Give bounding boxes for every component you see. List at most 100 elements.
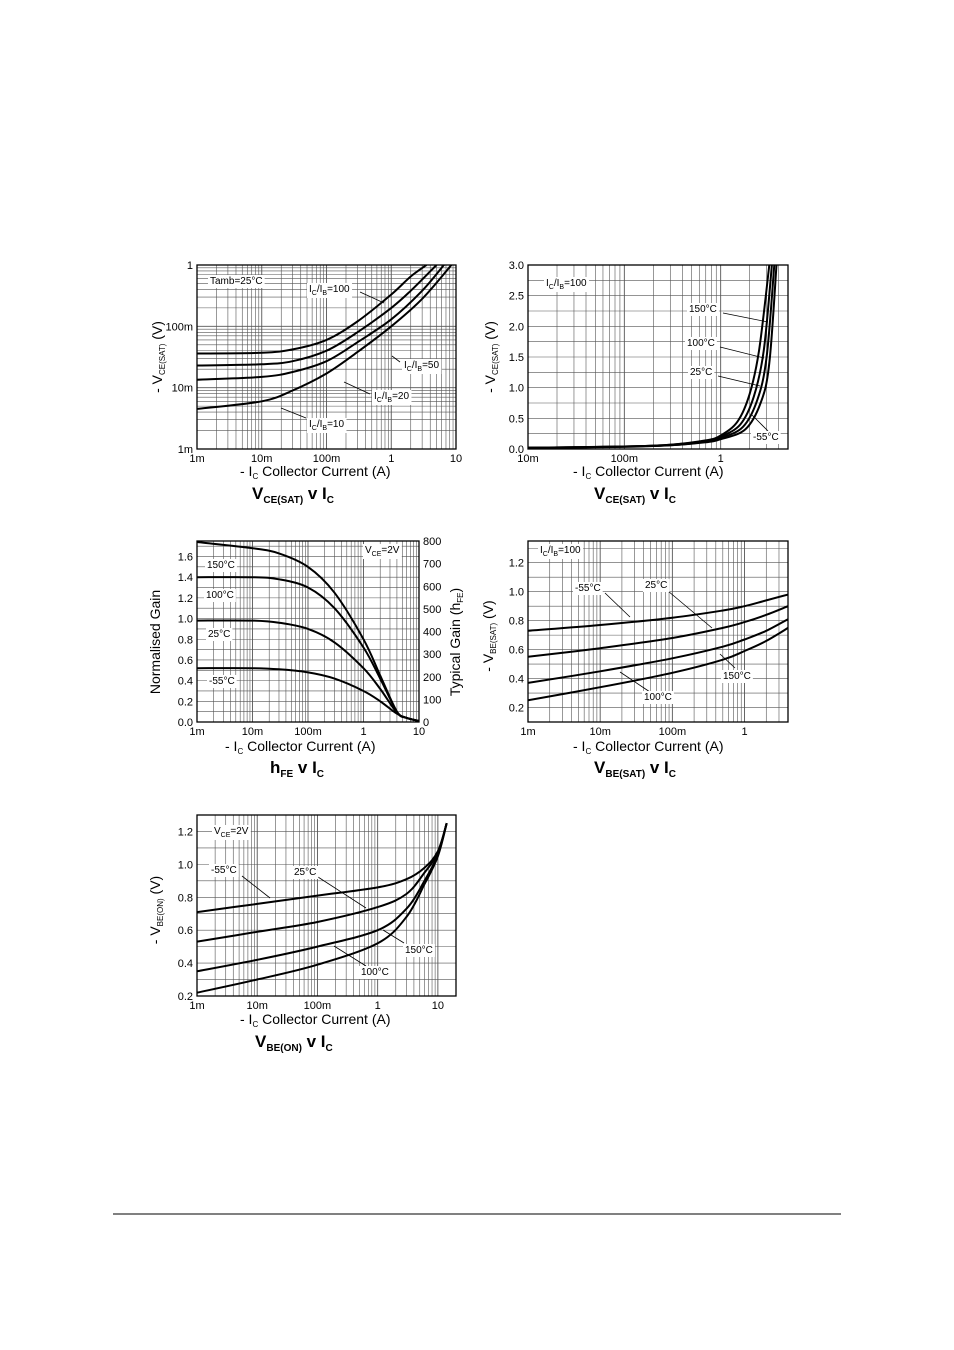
x-tick-label: 100m bbox=[304, 1000, 332, 1012]
y-tick-label: 1.5 bbox=[509, 352, 524, 364]
y-tick-label: 1 bbox=[187, 260, 193, 272]
annotation-bg bbox=[204, 589, 236, 602]
chart-title: VCE(SAT) v IC bbox=[594, 484, 676, 506]
series-line--55-c bbox=[197, 667, 419, 722]
annotation-bg bbox=[751, 431, 781, 444]
grid bbox=[528, 265, 788, 449]
y-tick-label: 1.4 bbox=[178, 572, 193, 584]
plot-frame bbox=[196, 540, 420, 723]
annotation-bg bbox=[363, 544, 402, 559]
x-tick-label: 100m bbox=[611, 453, 639, 465]
annotation-label: VCE=2V bbox=[365, 545, 400, 558]
x-tick-label: 10 bbox=[432, 1000, 444, 1012]
annotation-bg bbox=[207, 675, 237, 688]
y-tick-label: 1.6 bbox=[178, 552, 193, 564]
annotation-bg bbox=[212, 825, 251, 840]
y-tick-label: 3.0 bbox=[509, 260, 524, 272]
x-axis-label: - IC Collector Current (A) bbox=[240, 463, 391, 481]
x-tick-label: 1 bbox=[388, 453, 394, 465]
x-tick-label: 100m bbox=[659, 726, 687, 738]
annotation-leader bbox=[751, 414, 769, 432]
x-tick-label: 10m bbox=[242, 726, 263, 738]
series-line-ic-ib-100 bbox=[197, 265, 428, 355]
annotation-label: 150°C bbox=[207, 560, 235, 571]
x-tick-label: 10 bbox=[413, 726, 425, 738]
series-line-150-c bbox=[528, 627, 788, 702]
annotation-bg bbox=[643, 579, 670, 592]
y-tick-label: 2.0 bbox=[509, 321, 524, 333]
annotation-label: 150°C bbox=[405, 945, 433, 956]
x-axis-label: - IC Collector Current (A) bbox=[225, 738, 376, 756]
series-line-25-c bbox=[528, 605, 788, 658]
y-axis-label: - VCE(SAT) (V) bbox=[482, 321, 500, 393]
annotation-leader bbox=[317, 876, 367, 909]
y-tick-label: 0.0 bbox=[509, 444, 524, 456]
y2-tick-label: 500 bbox=[423, 604, 441, 616]
chart-1: 1m 10m 100m 1 10 1m 10m 100m 1 Tamb=25°C IC/IB=100… bbox=[149, 260, 462, 506]
annotation-leader bbox=[343, 381, 371, 395]
y-axis-label: Normalised Gain bbox=[147, 590, 163, 694]
annotation-leader bbox=[722, 312, 769, 323]
plot-frame bbox=[527, 264, 789, 450]
annotation-leader bbox=[359, 291, 385, 304]
plot-frame bbox=[196, 814, 457, 997]
y-tick-label: 1.0 bbox=[178, 859, 193, 871]
series-line--55-c bbox=[528, 593, 788, 632]
y2-tick-label: 600 bbox=[423, 581, 441, 593]
y-tick-label: 0.4 bbox=[178, 958, 193, 970]
annotation-label: IC/IB=10 bbox=[309, 419, 344, 432]
x-tick-label: 10 bbox=[450, 453, 462, 465]
annotation-label: IC/IB=20 bbox=[374, 391, 409, 404]
annotation-label: 150°C bbox=[689, 304, 717, 315]
chart-3: 1m 10m 100m 1 10 0.0 0.2 0.4 0.6 0.8 1.0 1.2 1.4 1.6 0… bbox=[147, 536, 465, 780]
x-tick-label: 10m bbox=[251, 453, 272, 465]
y-tick-label: 0.2 bbox=[178, 696, 193, 708]
y-tick-label: 2.5 bbox=[509, 291, 524, 303]
annotation-label: 100°C bbox=[644, 692, 672, 703]
y-tick-label: 1.0 bbox=[509, 587, 524, 599]
y-tick-label: 100m bbox=[165, 321, 193, 333]
y-tick-label: 0.6 bbox=[178, 655, 193, 667]
annotation-leader bbox=[619, 671, 651, 693]
annotation-label: 100°C bbox=[206, 590, 234, 601]
series-line-ic-ib-20 bbox=[197, 265, 445, 381]
annotation-bg bbox=[538, 544, 584, 559]
y-tick-label: 1m bbox=[178, 444, 193, 456]
x-axis-label: - IC Collector Current (A) bbox=[573, 738, 724, 756]
annotation-label: -55°C bbox=[575, 583, 601, 594]
annotation-bg bbox=[209, 864, 239, 877]
annotation-bg bbox=[402, 359, 442, 374]
y-tick-label: 0.2 bbox=[509, 703, 524, 715]
annotation-label: 100°C bbox=[361, 967, 389, 978]
y2-tick-label: 400 bbox=[423, 627, 441, 639]
annotation-leader bbox=[391, 355, 401, 363]
y-axis-label: - VBE(SAT) (V) bbox=[480, 600, 498, 671]
annotation-label: 100°C bbox=[687, 338, 715, 349]
y2-tick-label: 200 bbox=[423, 672, 441, 684]
annotation-bg bbox=[205, 559, 237, 572]
y-tick-label: 1.2 bbox=[178, 593, 193, 605]
x-tick-label: 100m bbox=[294, 726, 322, 738]
y2-tick-label: 300 bbox=[423, 649, 441, 661]
x-tick-label: 1 bbox=[718, 453, 724, 465]
annotation-label: 25°C bbox=[294, 867, 316, 878]
y-tick-label: 0.4 bbox=[509, 674, 524, 686]
y2-tick-label: 100 bbox=[423, 694, 441, 706]
y2-tick-label: 700 bbox=[423, 559, 441, 571]
annotation-label: 150°C bbox=[723, 671, 751, 682]
annotation-bg bbox=[642, 691, 674, 704]
annotation-label: IC/IB=100 bbox=[309, 284, 350, 297]
series-line-150-c bbox=[197, 822, 448, 994]
x-tick-label: 1m bbox=[189, 726, 204, 738]
annotation-bg bbox=[721, 670, 753, 683]
annotation-label: 25°C bbox=[645, 580, 667, 591]
annotation-bg bbox=[688, 366, 715, 379]
y-axis-label: - VBE(ON) (V) bbox=[147, 876, 165, 944]
series-line-ic-ib-50 bbox=[197, 265, 438, 367]
annotation-bg bbox=[687, 303, 719, 316]
annotation-leader bbox=[604, 592, 631, 618]
series-line-100-c bbox=[528, 618, 788, 684]
annotation-leader bbox=[719, 346, 765, 359]
y2-tick-label: 0 bbox=[423, 717, 429, 729]
x-tick-label: 1m bbox=[520, 726, 535, 738]
